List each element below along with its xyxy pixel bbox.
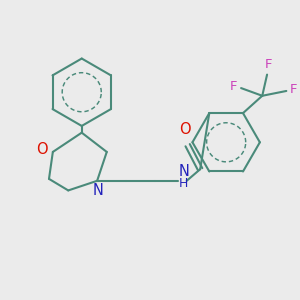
Text: N: N <box>179 164 190 179</box>
Text: O: O <box>36 142 48 158</box>
Text: N: N <box>93 183 104 198</box>
Text: F: F <box>290 82 298 95</box>
Text: O: O <box>179 122 190 137</box>
Text: F: F <box>230 80 237 93</box>
Text: F: F <box>264 58 272 71</box>
Text: H: H <box>179 177 188 190</box>
